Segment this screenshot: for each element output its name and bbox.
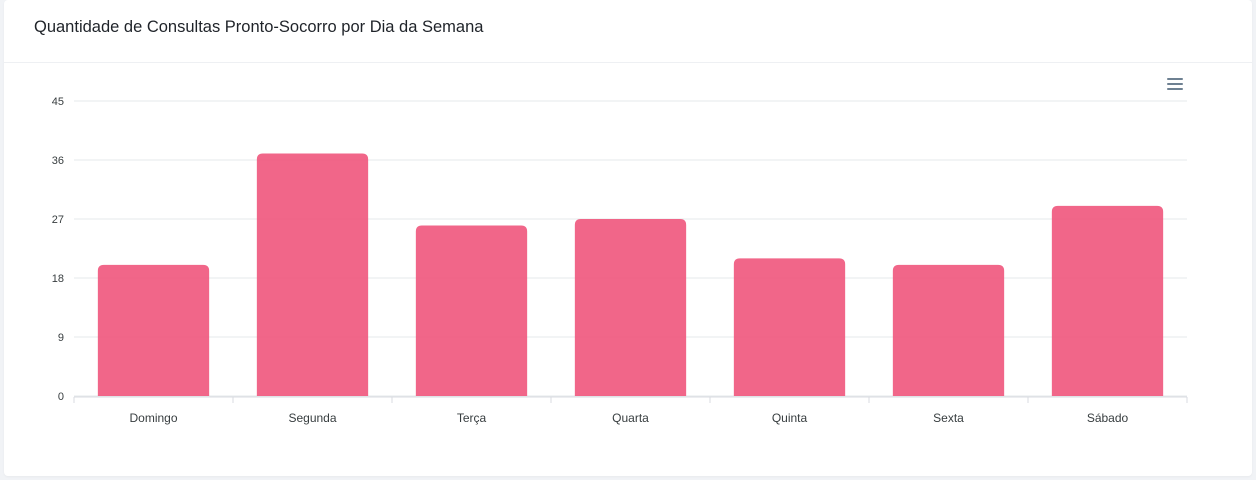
x-tick-label: Terça <box>457 411 487 425</box>
y-tick-label: 18 <box>52 273 64 285</box>
bar-sábado[interactable] <box>1051 205 1164 396</box>
bar-series <box>97 153 1164 396</box>
card-header: Quantidade de Consultas Pronto-Socorro p… <box>4 0 1252 63</box>
x-tick-label: Domingo <box>129 411 177 425</box>
hamburger-menu-icon[interactable] <box>1166 76 1184 92</box>
chart-title: Quantidade de Consultas Pronto-Socorro p… <box>34 18 484 36</box>
bar-domingo[interactable] <box>97 264 210 396</box>
x-tick-label: Quarta <box>612 411 649 425</box>
y-tick-label: 45 <box>52 96 64 108</box>
x-axis-labels: Domingo Segunda Terça Quarta Quinta Sexta Sába… <box>129 411 1128 425</box>
x-axis <box>73 396 1188 403</box>
x-tick-label: Segunda <box>288 411 336 425</box>
y-tick-label: 9 <box>58 332 64 344</box>
x-tick-label: Quinta <box>772 411 808 425</box>
y-axis: 0 9 18 27 36 45 <box>52 96 64 403</box>
y-tick-label: 36 <box>52 155 64 167</box>
bar-terça[interactable] <box>415 225 528 396</box>
x-tick-label: Sábado <box>1087 411 1129 425</box>
bar-sexta[interactable] <box>892 264 1005 396</box>
bar-quinta[interactable] <box>733 258 846 396</box>
y-tick-label: 0 <box>58 391 64 403</box>
x-tick-label: Sexta <box>933 411 964 425</box>
bar-quarta[interactable] <box>574 219 687 396</box>
bar-segunda[interactable] <box>256 153 369 396</box>
y-tick-label: 27 <box>52 214 64 226</box>
